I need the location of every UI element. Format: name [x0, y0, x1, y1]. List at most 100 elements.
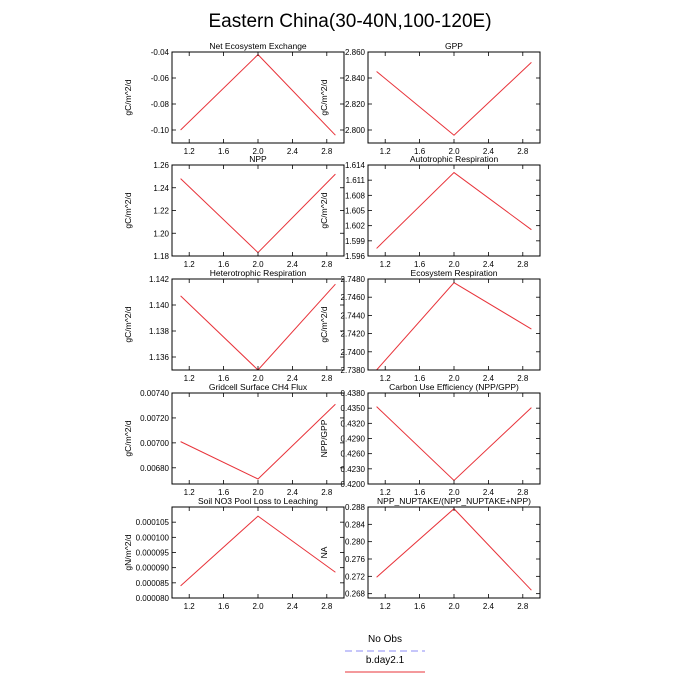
panel-10: NPP_NUPTAKE/(NPP_NUPTAKE+NPP) 1.2 1.6 2.0 2.…: [319, 496, 541, 611]
x-tick-label: 2.8: [517, 147, 529, 156]
x-tick-label: 2.8: [321, 260, 333, 269]
y-tick-label: 0.00740: [140, 389, 169, 398]
y-tick-label: 1.24: [153, 184, 169, 193]
legend: No Obs b.day2.1: [345, 634, 425, 673]
y-tick-label: 0.00700: [140, 439, 169, 448]
series-line: [180, 403, 336, 480]
panel-title: GPP: [445, 41, 463, 51]
x-tick-label: 2.8: [517, 260, 529, 269]
x-tick-label: 2.8: [321, 147, 333, 156]
panel-title: Ecosystem Respiration: [411, 268, 498, 278]
x-tick-label: 2.0: [252, 602, 264, 611]
y-tick-label: 0.4380: [341, 389, 366, 398]
y-tick-label: 1.614: [345, 161, 366, 170]
x-tick-label: 1.6: [218, 147, 230, 156]
legend-item: b.day2.1: [345, 655, 425, 673]
y-axis-label: NPP/GPP: [319, 419, 329, 457]
y-tick-label: 0.000080: [136, 594, 170, 603]
x-tick-label: 2.4: [483, 260, 495, 269]
x-tick-label: 1.6: [218, 602, 230, 611]
x-tick-label: 1.2: [380, 602, 392, 611]
y-tick-label: 1.608: [345, 191, 366, 200]
x-tick-label: 2.0: [252, 488, 264, 497]
x-tick-label: 1.2: [380, 147, 392, 156]
series-line: [180, 283, 336, 370]
y-tick-label: -0.10: [151, 126, 170, 135]
x-tick-label: 2.4: [287, 260, 299, 269]
x-tick-label: 2.0: [448, 260, 460, 269]
y-tick-label: 0.268: [345, 590, 366, 599]
y-tick-label: 1.26: [153, 161, 169, 170]
x-tick-label: 1.6: [414, 260, 426, 269]
x-tick-label: 2.4: [483, 488, 495, 497]
y-tick-label: 1.22: [153, 207, 169, 216]
series-line: [180, 515, 336, 587]
panel-4: Autotrophic Respiration 1.2 1.6 2.0 2.4 2.8 1.…: [319, 154, 541, 269]
y-tick-label: -0.08: [151, 100, 170, 109]
x-tick-label: 1.2: [380, 374, 392, 383]
y-tick-label: -0.04: [151, 48, 170, 57]
y-tick-label: 0.4260: [341, 450, 366, 459]
x-tick-label: 2.8: [517, 374, 529, 383]
y-tick-label: 1.138: [149, 327, 170, 336]
y-tick-label: 2.860: [345, 48, 366, 57]
x-tick-label: 2.0: [448, 374, 460, 383]
y-tick-label: 0.280: [345, 538, 366, 547]
panel-title: Carbon Use Efficiency (NPP/GPP): [389, 382, 519, 392]
y-tick-label: 2.800: [345, 126, 366, 135]
x-tick-label: 1.6: [218, 488, 230, 497]
x-tick-label: 1.2: [380, 488, 392, 497]
y-tick-label: 0.4230: [341, 465, 366, 474]
x-tick-label: 2.4: [287, 147, 299, 156]
y-tick-label: 1.142: [149, 275, 170, 284]
y-tick-label: 1.136: [149, 353, 170, 362]
panel-9: Soil NO3 Pool Loss to Leaching 1.2 1.6 2.0 2…: [123, 496, 345, 611]
y-tick-label: 1.140: [149, 301, 170, 310]
x-tick-label: 2.8: [321, 602, 333, 611]
x-tick-label: 1.2: [184, 488, 196, 497]
figure-title: Eastern China(30-40N,100-120E): [208, 11, 491, 32]
x-tick-label: 1.6: [414, 488, 426, 497]
y-tick-label: 0.4290: [341, 435, 366, 444]
y-tick-label: -0.06: [151, 74, 170, 83]
y-axis-label: gC/m^2/d: [319, 306, 329, 342]
x-tick-label: 2.4: [483, 374, 495, 383]
y-axis-label: NA: [319, 546, 329, 558]
y-tick-label: 0.284: [345, 520, 366, 529]
x-tick-label: 2.0: [252, 260, 264, 269]
x-tick-label: 2.0: [448, 147, 460, 156]
y-tick-label: 2.7400: [341, 348, 366, 357]
y-tick-label: 0.00720: [140, 414, 169, 423]
y-tick-label: 1.602: [345, 222, 366, 231]
legend-item: No Obs: [345, 634, 425, 652]
y-tick-label: 0.00680: [140, 464, 169, 473]
panel-1: Net Ecosystem Exchange 1.2 1.6 2.0 2.4 2.8 -0.…: [123, 41, 345, 156]
panel-title: Autotrophic Respiration: [410, 154, 499, 164]
panel-title: NPP: [249, 154, 267, 164]
x-tick-label: 2.8: [517, 488, 529, 497]
x-tick-label: 2.8: [321, 374, 333, 383]
series-line: [376, 508, 532, 591]
panel-8: Carbon Use Efficiency (NPP/GPP) 1.2 1.6 2.0…: [319, 382, 541, 497]
y-axis-label: gC/m^2/d: [123, 306, 133, 342]
axis-frame: [367, 506, 541, 599]
panel-2: GPP 1.2 1.6 2.0 2.4 2.8 2.800 2.820 2.840 2.860 gC…: [319, 41, 541, 156]
axis-frame: [367, 278, 541, 371]
y-tick-label: 2.820: [345, 100, 366, 109]
y-tick-label: 0.4350: [341, 404, 366, 413]
panel-5: Heterotrophic Respiration 1.2 1.6 2.0 2.4 2.8…: [123, 268, 345, 383]
series-line: [376, 171, 532, 249]
y-tick-label: 2.7380: [341, 366, 366, 375]
y-axis-label: gC/m^2/d: [123, 79, 133, 115]
y-tick-label: 0.4320: [341, 419, 366, 428]
y-tick-label: 1.611: [346, 176, 366, 185]
x-tick-label: 1.6: [414, 147, 426, 156]
y-axis-label: gN/m^2/d: [123, 534, 133, 570]
y-tick-label: 0.000085: [136, 579, 170, 588]
panels: Net Ecosystem Exchange 1.2 1.6 2.0 2.4 2.8 -0.…: [123, 41, 541, 611]
panel-title: Net Ecosystem Exchange: [209, 41, 307, 51]
y-axis-label: gC/m^2/d: [123, 192, 133, 228]
x-tick-label: 2.0: [252, 374, 264, 383]
x-tick-label: 2.8: [321, 488, 333, 497]
